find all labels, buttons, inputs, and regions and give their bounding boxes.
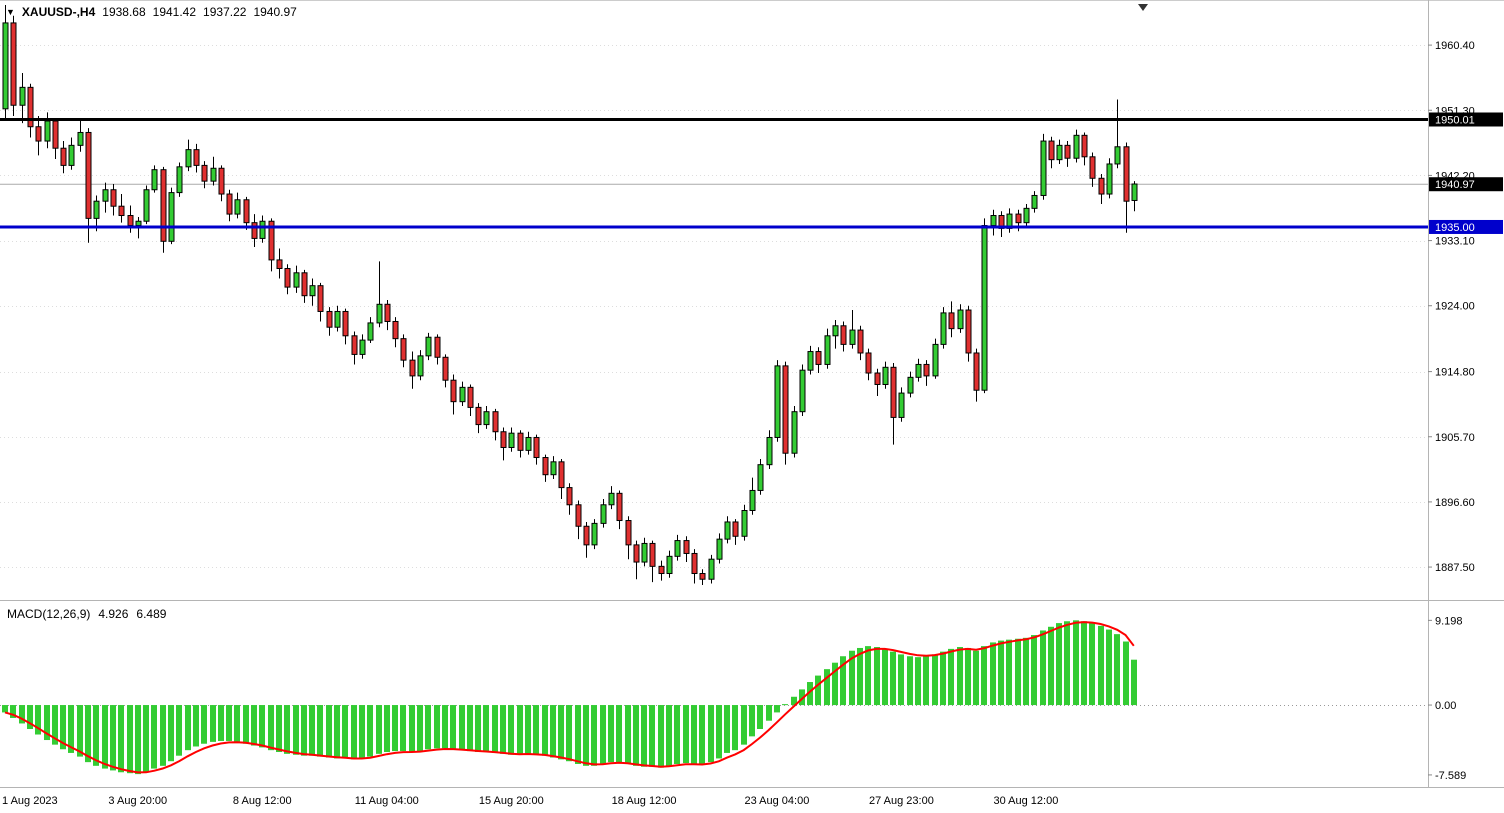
svg-text:0.00: 0.00 bbox=[1435, 700, 1456, 712]
price-axis[interactable]: 1960.401951.301942.201933.101924.001914.… bbox=[1428, 40, 1503, 574]
svg-text:15 Aug 20:00: 15 Aug 20:00 bbox=[479, 795, 544, 807]
svg-text:27 Aug 23:00: 27 Aug 23:00 bbox=[869, 795, 934, 807]
macd-signal-value: 6.489 bbox=[136, 607, 167, 621]
ohlc-open: 1938.68 bbox=[102, 5, 146, 19]
time-axis[interactable]: 1 Aug 2023 3 Aug 20:00 8 Aug 12:00 11 Aug 0… bbox=[2, 795, 1058, 807]
svg-text:1924.00: 1924.00 bbox=[1435, 301, 1475, 313]
svg-text:1896.60: 1896.60 bbox=[1435, 497, 1475, 509]
svg-text:18 Aug 12:00: 18 Aug 12:00 bbox=[612, 795, 677, 807]
svg-text:11 Aug 04:00: 11 Aug 04:00 bbox=[355, 795, 419, 807]
symbol-dropdown-icon[interactable]: ▼ bbox=[6, 6, 15, 17]
ohlc-close: 1940.97 bbox=[253, 5, 297, 19]
svg-text:23 Aug 04:00: 23 Aug 04:00 bbox=[744, 795, 809, 807]
chart-header: ▼ XAUUSD-,H4 1938.68 1941.42 1937.22 194… bbox=[6, 5, 297, 19]
svg-text:30 Aug 12:00: 30 Aug 12:00 bbox=[993, 795, 1058, 807]
macd-main-value: 4.926 bbox=[98, 607, 129, 621]
ohlc-high: 1941.42 bbox=[152, 5, 197, 19]
svg-text:1905.70: 1905.70 bbox=[1435, 432, 1475, 444]
svg-text:3 Aug 20:00: 3 Aug 20:00 bbox=[108, 795, 167, 807]
candles-layer bbox=[2, 5, 1138, 585]
svg-text:1887.50: 1887.50 bbox=[1435, 562, 1475, 574]
svg-text:1 Aug 2023: 1 Aug 2023 bbox=[2, 795, 58, 807]
macd-name: MACD(12,26,9) bbox=[7, 607, 91, 621]
level-lines-layer[interactable] bbox=[0, 117, 1428, 229]
chart-shift-marker-icon bbox=[1138, 4, 1148, 11]
symbol-period-title: XAUUSD-,H4 bbox=[21, 5, 96, 19]
svg-text:8 Aug 12:00: 8 Aug 12:00 bbox=[233, 795, 292, 807]
svg-text:1950.01: 1950.01 bbox=[1435, 114, 1475, 126]
macd-histogram-layer bbox=[2, 620, 1137, 775]
svg-text:9.198: 9.198 bbox=[1435, 615, 1463, 627]
svg-text:1914.80: 1914.80 bbox=[1435, 367, 1475, 379]
grid-layer bbox=[0, 0, 1504, 706]
macd-signal-line bbox=[4, 621, 1135, 774]
svg-text:1940.97: 1940.97 bbox=[1435, 179, 1475, 191]
svg-text:1933.10: 1933.10 bbox=[1435, 236, 1475, 248]
svg-text:-7.589: -7.589 bbox=[1435, 770, 1466, 782]
macd-indicator-label: MACD(12,26,9) 4.926 6.489 bbox=[7, 607, 166, 621]
macd-axis[interactable]: 9.198 0.00 -7.589 bbox=[1428, 615, 1466, 782]
ohlc-low: 1937.22 bbox=[203, 5, 247, 19]
panel-frame bbox=[0, 0, 1504, 788]
svg-text:1960.40: 1960.40 bbox=[1435, 40, 1475, 52]
svg-text:1935.00: 1935.00 bbox=[1435, 222, 1475, 234]
